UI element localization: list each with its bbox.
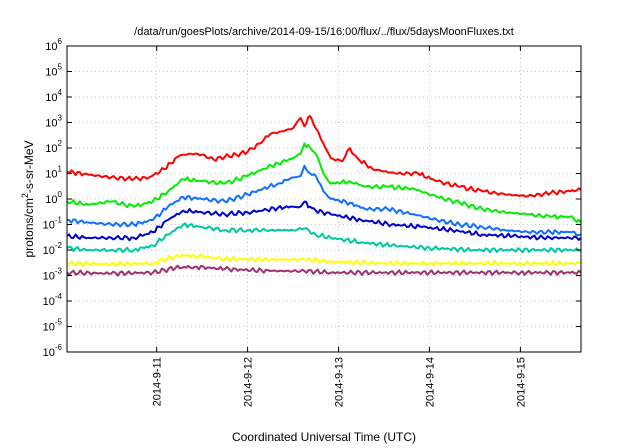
series-line [66,115,582,198]
y-tick-exp: 2 [58,139,63,148]
y-axis-label-sup: 2 [20,193,30,198]
y-tick-base: 10 [43,245,55,257]
y-tick-exp: -4 [55,292,63,301]
y-tick-base: 10 [45,118,57,130]
y-tick-label: 103 [45,114,62,130]
y-ticks: 10-610-510-410-310-210-11001011021031041… [43,37,581,359]
x-tick-label: 2014-9-13 [334,357,346,407]
x-ticks: 2014-9-11 2014-9-12 2014-9-13 2014-9-14 2014… [152,46,527,407]
y-tick-exp: 0 [58,190,63,199]
series-line [66,264,582,277]
series-line [67,164,582,237]
y-tick-base: 10 [45,143,57,155]
y-tick-label: 10-6 [43,343,63,359]
y-tick-label: 100 [45,190,62,206]
y-tick-base: 10 [43,271,55,283]
y-tick-base: 10 [43,296,55,308]
y-tick-label: 10-1 [43,216,63,232]
y-tick-label: 104 [45,88,62,104]
y-tick-label: 10-3 [43,267,63,283]
y-tick-base: 10 [43,347,55,359]
y-tick-base: 10 [45,41,57,53]
grid [67,46,581,352]
y-tick-label: 10-2 [43,241,63,257]
series-line [66,200,582,242]
y-tick-base: 10 [45,194,57,206]
y-tick-exp: 4 [58,88,63,97]
x-tick-label: 2014-9-14 [424,357,436,407]
y-tick-exp: -5 [55,318,63,327]
y-tick-label: 105 [45,63,62,79]
x-tick-label: 2014-9-12 [243,357,255,407]
y-tick-base: 10 [45,92,57,104]
y-tick-label: 102 [45,139,62,155]
y-tick-exp: -3 [55,267,63,276]
y-tick-base: 10 [45,169,57,181]
y-tick-exp: -2 [55,241,63,250]
y-tick-label: 10-4 [43,292,63,308]
y-tick-exp: 1 [58,165,63,174]
x-tick-label: 2014-9-15 [515,357,527,407]
series-lines [66,115,582,277]
series-line [66,222,582,254]
y-tick-exp: -6 [55,343,63,352]
y-axis-label: protons/cm2-s-sr-MeV [20,140,36,257]
y-tick-base: 10 [45,67,57,79]
y-tick-label: 101 [45,165,62,181]
y-axis-label-prefix: protons/cm [22,198,36,257]
y-axis-label-suffix: -s-sr-MeV [22,140,36,193]
y-tick-exp: 6 [58,37,63,46]
x-axis-label: Coordinated Universal Time (UTC) [232,430,416,444]
y-tick-exp: -1 [55,216,63,225]
y-tick-exp: 3 [58,114,63,123]
y-tick-label: 10-5 [43,318,63,334]
x-tick-label: 2014-9-11 [152,357,164,406]
y-tick-exp: 5 [58,63,63,72]
y-tick-label: 106 [45,37,62,53]
series-line [66,142,582,224]
series-line [66,253,582,267]
y-tick-base: 10 [43,322,55,334]
y-tick-base: 10 [43,220,55,232]
chart-title: /data/run/goesPlots/archive/2014-09-15/1… [134,26,514,38]
